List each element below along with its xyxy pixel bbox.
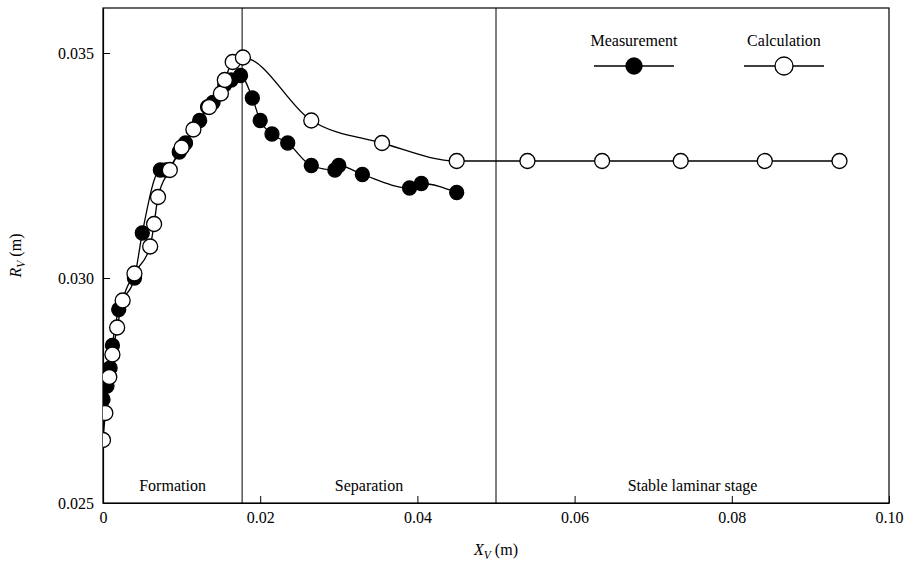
- y-tick-label: 0.030: [58, 270, 94, 287]
- stage-label: Stable laminar stage: [628, 477, 758, 495]
- plot: 0 0.02 0.04 0.06 0.08 0.10 0.025 0.030 0.035 XV (…: [7, 8, 904, 561]
- series-marker: [127, 266, 142, 281]
- series-marker: [235, 50, 250, 65]
- stage-label: Separation: [335, 477, 403, 495]
- series-marker: [202, 100, 217, 115]
- plot-frame: [103, 8, 889, 503]
- legend-marker: [775, 57, 793, 75]
- y-tick-mark: [103, 503, 110, 504]
- series-marker: [234, 69, 248, 83]
- x-tick-mark: [732, 496, 733, 503]
- x-axis-title: XV (m): [473, 541, 518, 561]
- series-marker: [186, 122, 201, 137]
- x-tick-label: 0.02: [247, 509, 275, 526]
- y-axis: 0.025 0.030 0.035: [58, 9, 110, 512]
- series-marker: [162, 163, 177, 178]
- x-axis: 0 0.02 0.04 0.06 0.08 0.10: [100, 496, 904, 526]
- series-marker: [832, 154, 847, 169]
- series-line: [103, 76, 457, 400]
- x-tick-label: 0.10: [876, 509, 904, 526]
- legend-label: Calculation: [747, 32, 821, 49]
- stage-boundary: [496, 8, 497, 503]
- legend-entry: Measurement: [590, 32, 678, 74]
- series-marker: [110, 320, 125, 335]
- series-marker: [449, 154, 464, 169]
- x-tick-mark: [575, 496, 576, 503]
- y-tick: 0.025: [58, 495, 110, 512]
- series-marker: [355, 168, 369, 182]
- y-tick-label: 0.025: [58, 495, 94, 512]
- series-marker: [253, 114, 267, 128]
- series-marker: [143, 239, 158, 254]
- series-marker: [673, 154, 688, 169]
- x-tick-mark: [417, 496, 418, 503]
- y-tick-mark: [103, 278, 110, 279]
- x-tick: 0.08: [718, 496, 746, 526]
- x-tick-label: 0.04: [404, 509, 432, 526]
- series-marker: [115, 293, 130, 308]
- series-marker: [520, 154, 535, 169]
- series-marker: [105, 347, 120, 362]
- x-tick: 0.06: [561, 496, 589, 526]
- series-marker: [213, 86, 228, 101]
- legend-label: Measurement: [590, 32, 678, 49]
- legend-entry: Calculation: [744, 32, 824, 75]
- series-marker: [281, 136, 295, 150]
- marks: [103, 8, 847, 503]
- x-tick-label: 0.06: [561, 509, 589, 526]
- series-marker: [304, 159, 318, 173]
- series-marker: [265, 127, 279, 141]
- stage-label: Formation: [139, 477, 206, 494]
- series-marker: [332, 159, 346, 173]
- series-marker: [217, 73, 232, 88]
- legend-marker: [626, 58, 642, 74]
- y-tick-mark: [103, 53, 110, 54]
- series-marker: [375, 136, 390, 151]
- legend: Measurement Calculation: [590, 32, 824, 75]
- series-marker: [151, 190, 166, 205]
- y-tick: 0.030: [58, 270, 110, 287]
- x-tick: 0.04: [404, 496, 432, 526]
- y-tick: 0.035: [58, 45, 110, 62]
- x-tick-label: 0: [100, 509, 108, 526]
- y-axis-title: RV (m): [7, 234, 27, 279]
- y-tick-label: 0.035: [58, 45, 94, 62]
- series-marker: [414, 177, 428, 191]
- x-tick: 0.10: [876, 496, 904, 526]
- series-marker: [174, 140, 189, 155]
- series-marker: [103, 370, 117, 385]
- series-marker: [245, 91, 259, 105]
- series-marker: [103, 433, 111, 448]
- chart: 0 0.02 0.04 0.06 0.08 0.10 0.025 0.030 0.035 XV (…: [0, 0, 913, 572]
- x-tick-mark: [260, 496, 261, 503]
- series-marker: [103, 406, 113, 421]
- series-marker: [304, 113, 319, 128]
- series-line: [103, 58, 839, 441]
- series-marker: [147, 217, 162, 232]
- series-marker: [757, 154, 772, 169]
- x-tick-label: 0.08: [718, 509, 746, 526]
- x-tick-mark: [889, 496, 890, 503]
- series-marker: [595, 154, 610, 169]
- series-marker: [450, 186, 464, 200]
- x-axis-line: [104, 503, 890, 504]
- x-tick: 0.02: [247, 496, 275, 526]
